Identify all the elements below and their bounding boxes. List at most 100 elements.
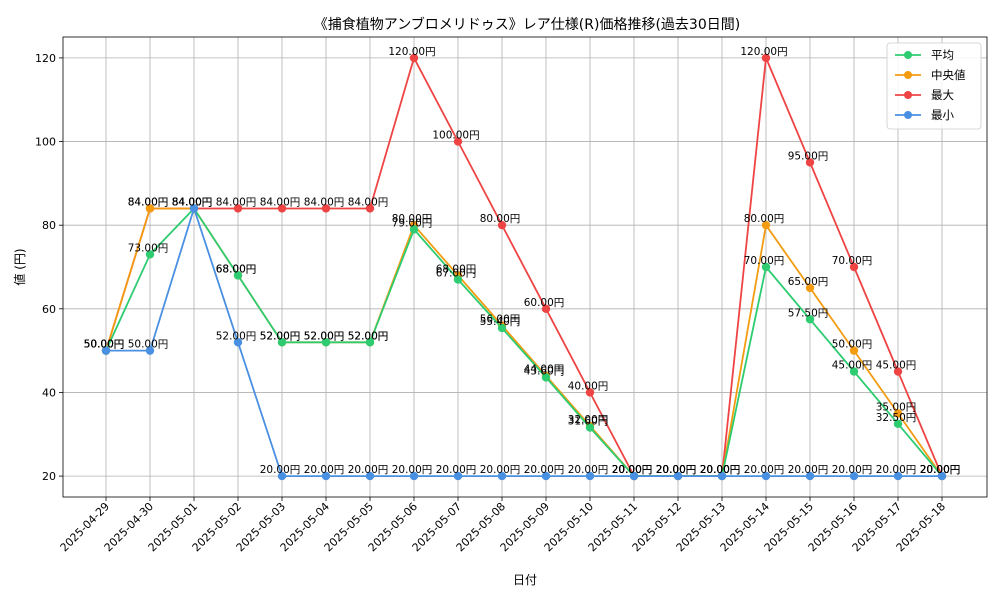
- data-label: 20.00円: [656, 464, 697, 476]
- data-label: 84.00円: [260, 196, 301, 208]
- data-point: [893, 471, 903, 481]
- data-point: [541, 373, 551, 382]
- data-point: [673, 471, 683, 481]
- data-label: 65.00円: [788, 276, 829, 288]
- data-label: 52.00円: [304, 330, 345, 342]
- data-label: 20.00円: [920, 464, 961, 476]
- y-axis-ticks: 20 40 60 80 100 120: [35, 52, 63, 483]
- legend-marker-1: [904, 71, 912, 79]
- data-point: [409, 471, 419, 481]
- data-label: 20.00円: [304, 464, 345, 476]
- data-label: 100.00円: [432, 130, 479, 142]
- data-point: [585, 423, 595, 432]
- data-label: 20.00円: [480, 464, 521, 476]
- data-point: [277, 338, 287, 347]
- legend-label-3: 最小: [931, 108, 954, 122]
- data-label: 20.00円: [524, 464, 565, 476]
- data-label: 84.00円: [172, 196, 213, 208]
- data-label: 20.00円: [260, 464, 301, 476]
- data-point: [849, 346, 859, 355]
- data-label: 20.00円: [612, 464, 653, 476]
- data-point: [321, 471, 331, 481]
- data-label: 57.50円: [788, 307, 829, 319]
- data-label: 52.00円: [260, 330, 301, 342]
- data-label: 20.00円: [788, 464, 829, 476]
- data-label: 50.00円: [84, 339, 125, 351]
- data-label: 120.00円: [388, 46, 435, 58]
- plot-frame: [62, 36, 988, 498]
- series-layer: [101, 53, 947, 481]
- x-axis-label: 日付: [513, 573, 537, 587]
- data-label: 50.00円: [84, 339, 125, 351]
- legend-label-1: 中央値: [931, 68, 966, 82]
- y-tick-label: 40: [42, 386, 56, 399]
- legend-box: [886, 42, 982, 130]
- data-point: [761, 53, 771, 63]
- data-point: [409, 225, 419, 234]
- data-point: [893, 409, 903, 418]
- data-label: 20.00円: [700, 464, 741, 476]
- data-point: [761, 471, 771, 481]
- data-point: [365, 338, 375, 347]
- data-point: [849, 262, 859, 272]
- data-label: 52.00円: [260, 330, 301, 342]
- legend-marker-3: [904, 111, 912, 119]
- data-point: [277, 471, 287, 481]
- data-point: [893, 419, 903, 429]
- data-label: 56.00円: [480, 314, 521, 326]
- data-label: 68.00円: [216, 263, 257, 275]
- data-point: [629, 471, 639, 481]
- data-point: [717, 471, 727, 481]
- data-label: 43.60円: [524, 365, 565, 377]
- data-point: [805, 283, 815, 293]
- data-label: 40.00円: [568, 380, 609, 392]
- data-label: 20.00円: [656, 464, 697, 476]
- data-label: 20.00円: [656, 464, 697, 476]
- data-label: 31.60円: [568, 416, 609, 428]
- y-axis-label: 値 (円): [12, 248, 27, 285]
- data-label: 52.00円: [304, 330, 345, 342]
- data-point: [893, 367, 903, 376]
- data-label: 120.00円: [740, 46, 787, 58]
- data-label: 20.00円: [612, 464, 653, 476]
- y-tick-label: 120: [35, 52, 56, 65]
- data-point: [145, 204, 155, 213]
- data-label: 80.00円: [744, 213, 785, 225]
- data-label: 20.00円: [568, 464, 609, 476]
- data-label: 67.00円: [436, 268, 477, 280]
- data-label: 20.00円: [920, 464, 961, 476]
- data-point: [321, 338, 331, 347]
- data-point: [277, 204, 287, 213]
- data-point: [541, 304, 551, 314]
- data-label: 70.00円: [832, 255, 873, 267]
- data-label: 73.00円: [128, 242, 169, 254]
- data-label: 50.00円: [832, 339, 873, 351]
- data-label: 20.00円: [700, 464, 741, 476]
- data-point: [849, 471, 859, 481]
- data-label: 84.00円: [216, 196, 257, 208]
- legend-marker-2: [904, 91, 912, 99]
- data-label: 20.00円: [656, 464, 697, 476]
- data-label: 50.00円: [84, 339, 125, 351]
- data-label: 20.00円: [436, 464, 477, 476]
- data-label: 20.00円: [392, 464, 433, 476]
- legend-marker-0: [904, 51, 912, 59]
- data-point: [937, 471, 947, 481]
- data-point: [365, 204, 375, 213]
- series-line-2: [105, 57, 943, 478]
- data-label: 52.00円: [348, 330, 389, 342]
- data-point: [365, 471, 375, 481]
- data-label: 84.00円: [172, 196, 213, 208]
- data-label: 20.00円: [348, 464, 389, 476]
- data-label: 60.00円: [524, 297, 565, 309]
- data-label: 84.00円: [128, 196, 169, 208]
- data-label: 52.00円: [348, 330, 389, 342]
- data-point: [805, 315, 815, 324]
- legend-label-0: 平均: [931, 48, 954, 62]
- data-point: [541, 471, 551, 481]
- data-label: 20.00円: [700, 464, 741, 476]
- data-label: 45.00円: [832, 360, 873, 372]
- data-point: [101, 346, 111, 355]
